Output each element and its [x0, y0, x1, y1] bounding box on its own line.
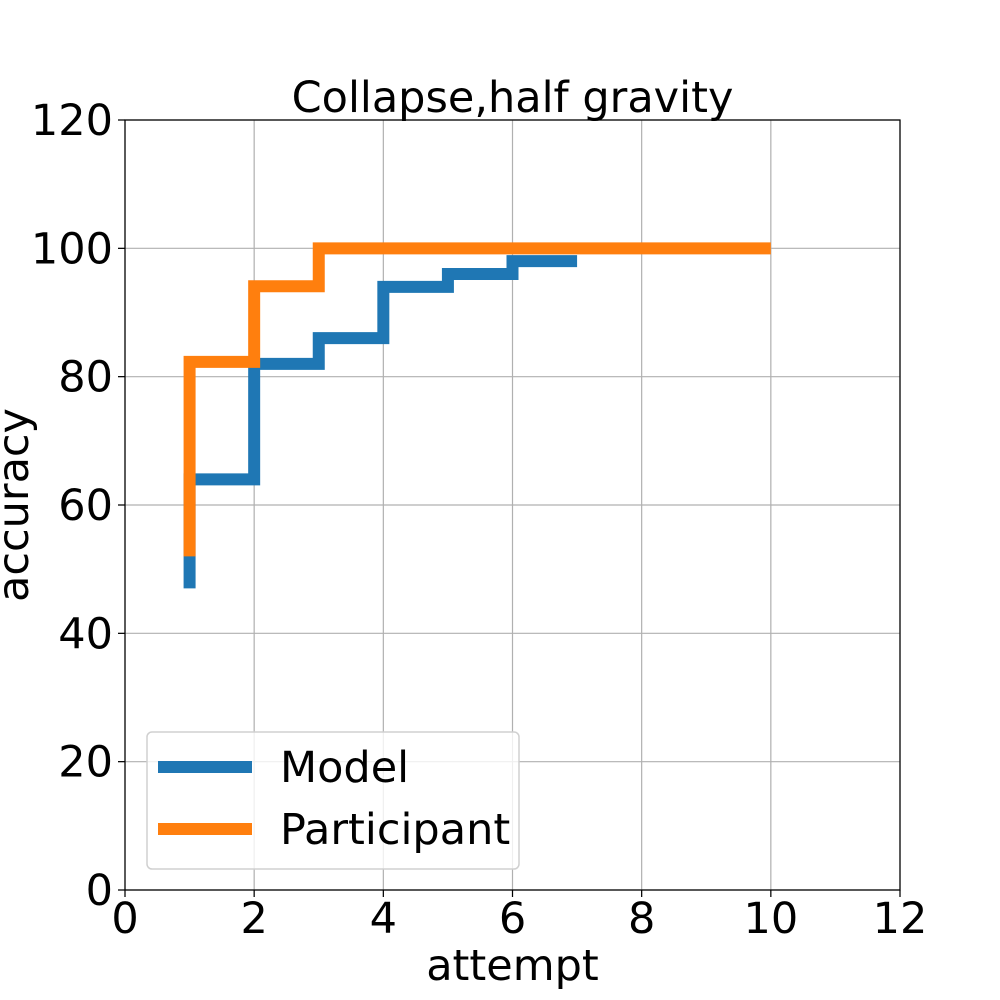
x-tick-label: 4 [370, 894, 397, 944]
x-tick-label: 2 [240, 894, 267, 944]
y-tick-label: 60 [58, 481, 113, 531]
y-tick-label: 0 [86, 866, 113, 916]
x-axis-label: attempt [426, 941, 599, 991]
x-tick-label: 0 [111, 894, 138, 944]
y-tick-label: 100 [31, 224, 113, 274]
legend-label-participant: Participant [280, 805, 510, 855]
series-line-participant [183, 242, 771, 557]
legend-label-model: Model [280, 743, 409, 793]
y-tick-label: 120 [31, 96, 113, 146]
x-tick-label: 10 [743, 894, 798, 944]
x-tick-label: 12 [873, 894, 928, 944]
x-tick-label: 8 [628, 894, 655, 944]
series-layer [183, 242, 771, 589]
y-tick-label: 80 [58, 353, 113, 403]
y-axis-label: accuracy [0, 408, 39, 602]
chart-title: Collapse,half gravity [292, 73, 734, 123]
legend: Model Participant [146, 731, 520, 870]
x-tick-label: 6 [499, 894, 526, 944]
y-tick-label: 20 [58, 738, 113, 788]
series-line-model [183, 255, 578, 589]
y-tick-label: 40 [58, 609, 113, 659]
